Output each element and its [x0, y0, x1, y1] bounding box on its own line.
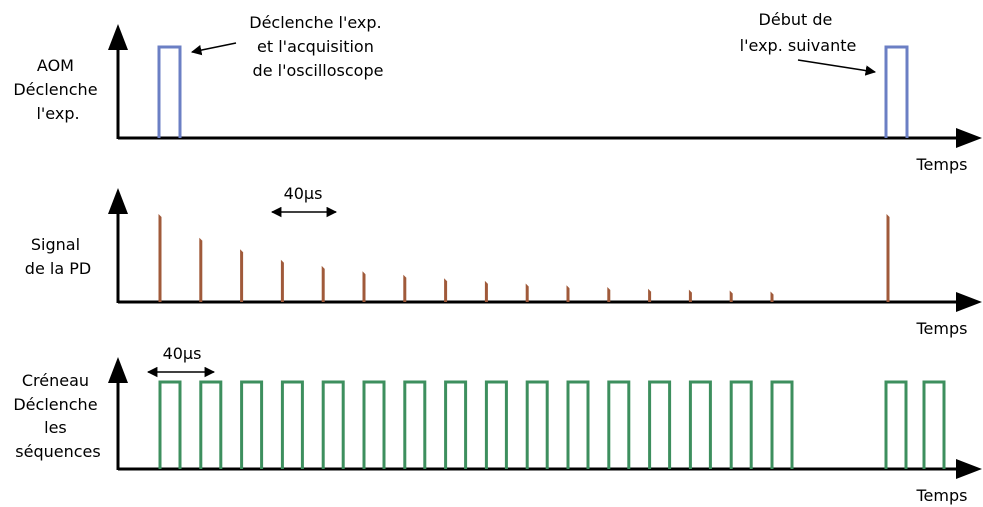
pd-pulse: [525, 283, 529, 302]
pd-y-arrow: [108, 188, 128, 214]
pd-pulse: [607, 287, 611, 302]
creneau-pulse: [240, 380, 264, 469]
creneau-ylabel-line: séquences: [15, 442, 100, 461]
creneau-interval-label: 40µs: [163, 344, 202, 363]
pd-xlabel: Temps: [916, 319, 968, 338]
aom-next-annotation-line: Début de: [759, 10, 833, 29]
creneau-ylabel-line: Déclenche: [13, 395, 97, 414]
creneau-pulse: [362, 380, 386, 469]
creneau-ylabel-line: les: [44, 418, 67, 437]
creneau-pulse: [158, 380, 182, 469]
creneau-ylabel: Créneau Déclenche les séquences: [13, 371, 102, 461]
aom-trigger-annotation-line: de l'oscilloscope: [253, 61, 384, 80]
creneau-pulse: [729, 380, 753, 469]
creneau-pulse: [444, 380, 468, 469]
pd-pulse: [403, 274, 407, 302]
pd-pulse: [770, 291, 774, 302]
creneau-pulse: [688, 380, 712, 469]
aom-ylabel-line: Déclenche: [13, 80, 97, 99]
pd-axes: [108, 188, 982, 312]
creneau-pulse: [199, 380, 223, 469]
aom-xlabel: Temps: [916, 155, 968, 174]
aom-trigger-annotation-line: et l'acquisition: [257, 37, 374, 56]
aom-trigger-annotation: Déclenche l'exp. et l'acquisition de l'o…: [249, 13, 386, 80]
creneau-pulse: [566, 380, 590, 469]
pd-ylabel-line: de la PD: [25, 259, 91, 278]
creneau-pulses: [158, 380, 946, 469]
creneau-ylabel-line: Créneau: [22, 371, 89, 390]
creneau-pulse: [525, 380, 549, 469]
pd-pulse: [158, 214, 162, 302]
creneau-pulse: [648, 380, 672, 469]
creneau-pulse: [403, 380, 427, 469]
creneau-x-arrow: [956, 459, 982, 479]
pd-pulse: [321, 265, 325, 302]
aom-ylabel-line: AOM: [37, 56, 74, 75]
aom-next-annotation-arrow: [797, 59, 877, 76]
panel-aom: AOM Déclenche l'exp. Temps Déclenche l'e…: [13, 10, 982, 174]
pd-pulse: [199, 237, 203, 302]
pd-pulse: [566, 285, 570, 302]
aom-y-arrow: [108, 24, 128, 50]
aom-trigger-pulse: [157, 45, 182, 138]
pd-pulse: [362, 271, 366, 302]
aom-next-pulse: [884, 45, 909, 138]
pd-pulse: [648, 288, 652, 302]
creneau-pulse: [607, 380, 631, 469]
aom-trigger-annotation-arrow: [190, 42, 237, 56]
aom-next-annotation-line: l'exp. suivante: [740, 36, 857, 55]
pd-ylabel-line: Signal: [31, 235, 80, 254]
pd-pulse: [729, 290, 733, 302]
pd-pulse: [886, 214, 890, 302]
pd-pulse: [240, 249, 244, 302]
pd-pulse: [444, 278, 448, 302]
pd-pulse: [484, 280, 488, 302]
creneau-pulse: [280, 380, 304, 469]
aom-next-annotation: Début de l'exp. suivante: [740, 10, 857, 55]
creneau-axes: [108, 357, 982, 479]
pd-pulse: [688, 289, 692, 302]
creneau-pulse: [484, 380, 508, 469]
aom-axes: [108, 24, 982, 148]
pd-ylabel: Signal de la PD: [25, 235, 91, 278]
creneau-pulse: [770, 380, 794, 469]
pd-pulses: [158, 214, 890, 302]
panel-pd: Signal de la PD Temps 40µs: [25, 184, 982, 338]
aom-trigger-annotation-line: Déclenche l'exp.: [249, 13, 381, 32]
aom-x-arrow: [956, 128, 982, 148]
creneau-pulse: [922, 380, 946, 469]
creneau-y-arrow: [108, 357, 128, 383]
creneau-pulse: [321, 380, 345, 469]
panel-creneau: Créneau Déclenche les séquences Temps 40…: [13, 344, 982, 505]
pd-pulse: [280, 259, 284, 302]
creneau-pulse: [884, 380, 908, 469]
aom-ylabel-line: l'exp.: [36, 104, 79, 123]
aom-ylabel: AOM Déclenche l'exp.: [13, 56, 102, 123]
pd-interval-label: 40µs: [284, 184, 323, 203]
pd-x-arrow: [956, 292, 982, 312]
creneau-xlabel: Temps: [916, 486, 968, 505]
